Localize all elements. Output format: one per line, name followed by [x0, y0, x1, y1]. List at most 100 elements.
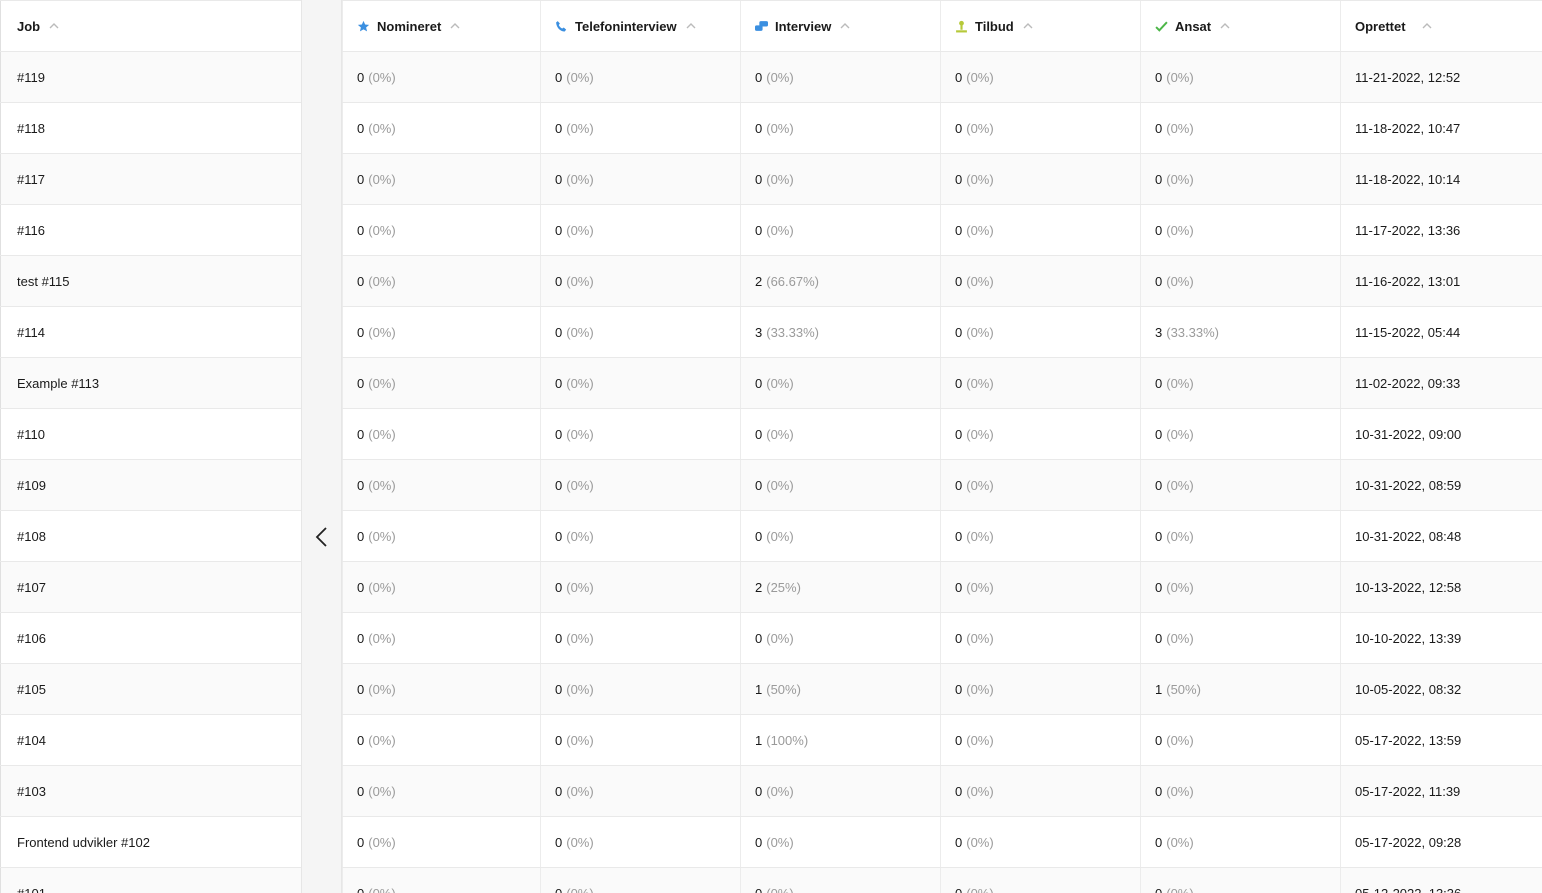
created-cell: 10-13-2022, 12:58 — [1340, 562, 1542, 612]
stage-cell: 0 (0%) — [940, 358, 1140, 408]
job-name[interactable]: #103 — [17, 783, 46, 799]
job-name[interactable]: #117 — [17, 171, 45, 187]
job-cell: #118 — [0, 103, 301, 153]
count: 0 — [1155, 630, 1163, 646]
collapse-button[interactable] — [314, 526, 330, 548]
job-name[interactable]: #106 — [17, 630, 46, 646]
count: 0 — [755, 630, 763, 646]
job-name[interactable]: #108 — [17, 528, 46, 544]
created-date: 05-12-2022, 13:36 — [1355, 885, 1462, 893]
table-row[interactable]: Example #113 0 (0%) 0 (0%) 0 (0%) 0 (0%) 0 (0%) 11-… — [0, 358, 1542, 409]
header-cell[interactable]: Oprettet — [1340, 1, 1542, 51]
stage-cell: 0 (0%) — [1140, 460, 1340, 510]
header-cell[interactable]: Telefoninterview — [540, 1, 740, 51]
stage-cell: 0 (0%) — [1140, 562, 1340, 612]
job-name[interactable]: #119 — [17, 69, 45, 85]
table-row[interactable]: #107 0 (0%) 0 (0%) 2 (25%) 0 (0%) 0 (0%) 10-13-2022… — [0, 562, 1542, 613]
table-row[interactable]: #116 0 (0%) 0 (0%) 0 (0%) 0 (0%) 0 (0%) 11-17-2022,… — [0, 205, 1542, 256]
count: 0 — [955, 579, 963, 595]
job-cell: #117 — [0, 154, 301, 204]
header-cell[interactable]: Tilbud — [940, 1, 1140, 51]
table-row[interactable]: #108 0 (0%) 0 (0%) 0 (0%) 0 (0%) 0 (0%) 10-31-2022,… — [0, 511, 1542, 562]
stage-cell: 0 (0%) — [940, 52, 1140, 102]
count: 3 — [1155, 324, 1163, 340]
stage-cell: 0 (0%) — [540, 868, 740, 893]
count: 0 — [555, 69, 563, 85]
percent: (0%) — [566, 222, 594, 238]
job-name[interactable]: Example #113 — [17, 375, 100, 391]
stage-cell: 0 (0%) — [342, 562, 540, 612]
count: 0 — [955, 171, 963, 187]
percent: (0%) — [566, 783, 594, 799]
count: 0 — [357, 69, 365, 85]
job-name[interactable]: test #115 — [17, 273, 70, 289]
percent: (0%) — [766, 477, 794, 493]
header-cell[interactable]: Interview — [740, 1, 940, 51]
table-row[interactable]: #101 0 (0%) 0 (0%) 0 (0%) 0 (0%) 0 (0%) 05-12-2022,… — [0, 868, 1542, 893]
count: 0 — [555, 732, 563, 748]
table-row[interactable]: #109 0 (0%) 0 (0%) 0 (0%) 0 (0%) 0 (0%) 10-31-2022,… — [0, 460, 1542, 511]
job-name[interactable]: #116 — [17, 222, 45, 238]
stage-cell: 0 (0%) — [740, 409, 940, 459]
job-name[interactable]: #118 — [17, 120, 45, 136]
stage-cell: 0 (0%) — [342, 52, 540, 102]
job-name[interactable]: #105 — [17, 681, 46, 697]
table-row[interactable]: #103 0 (0%) 0 (0%) 0 (0%) 0 (0%) 0 (0%) 05-17-2022,… — [0, 766, 1542, 817]
table-row[interactable]: #118 0 (0%) 0 (0%) 0 (0%) 0 (0%) 0 (0%) 11-18-2022,… — [0, 103, 1542, 154]
count: 0 — [1155, 375, 1163, 391]
table-row[interactable]: #104 0 (0%) 0 (0%) 1 (100%) 0 (0%) 0 (0%) 05-17-202… — [0, 715, 1542, 766]
percent: (0%) — [966, 681, 994, 697]
created-cell: 05-12-2022, 13:36 — [1340, 868, 1542, 893]
percent: (0%) — [566, 426, 594, 442]
table-row[interactable]: test #115 0 (0%) 0 (0%) 2 (66.67%) 0 (0%) 0 (0%) 11… — [0, 256, 1542, 307]
percent: (0%) — [966, 630, 994, 646]
table-row[interactable]: #119 0 (0%) 0 (0%) 0 (0%) 0 (0%) 0 (0%) 11-21-2022,… — [0, 52, 1542, 103]
job-name[interactable]: #114 — [17, 324, 45, 340]
count: 0 — [555, 426, 563, 442]
count: 0 — [555, 273, 563, 289]
job-name[interactable]: #107 — [17, 579, 46, 595]
stage-cell: 0 (0%) — [540, 664, 740, 714]
percent: (33.33%) — [1166, 324, 1219, 340]
percent: (0%) — [766, 885, 794, 893]
percent: (0%) — [966, 375, 994, 391]
percent: (0%) — [966, 69, 994, 85]
percent: (0%) — [368, 783, 396, 799]
job-name[interactable]: #109 — [17, 477, 46, 493]
header-cell[interactable]: Nomineret — [342, 1, 540, 51]
job-name[interactable]: #110 — [17, 426, 45, 442]
header-cell[interactable]: Job — [0, 1, 301, 51]
table-row[interactable]: #110 0 (0%) 0 (0%) 0 (0%) 0 (0%) 0 (0%) 10-31-2022,… — [0, 409, 1542, 460]
stage-cell: 0 (0%) — [940, 562, 1140, 612]
table-row[interactable]: #106 0 (0%) 0 (0%) 0 (0%) 0 (0%) 0 (0%) 10-10-2022,… — [0, 613, 1542, 664]
created-date: 05-17-2022, 13:59 — [1355, 732, 1462, 748]
percent: (0%) — [566, 732, 594, 748]
job-name[interactable]: #104 — [17, 732, 46, 748]
sort-arrow — [450, 23, 460, 29]
created-cell: 11-17-2022, 13:36 — [1340, 205, 1542, 255]
stage-cell: 0 (0%) — [342, 766, 540, 816]
percent: (0%) — [766, 69, 794, 85]
count: 0 — [955, 375, 963, 391]
table-row[interactable]: #114 0 (0%) 0 (0%) 3 (33.33%) 0 (0%) 3 (33.33%) 11-… — [0, 307, 1542, 358]
stage-cell: 0 (0%) — [740, 511, 940, 561]
created-cell: 05-17-2022, 09:28 — [1340, 817, 1542, 867]
created-date: 11-17-2022, 13:36 — [1355, 222, 1461, 238]
table-row[interactable]: Frontend udvikler #102 0 (0%) 0 (0%) 0 (0%) 0 (0… — [0, 817, 1542, 868]
count: 0 — [955, 885, 963, 893]
header-cell[interactable]: Ansat — [1140, 1, 1340, 51]
percent: (0%) — [766, 834, 794, 850]
stage-cell: 0 (0%) — [1140, 409, 1340, 459]
stage-cell: 0 (0%) — [740, 613, 940, 663]
table-row[interactable]: #105 0 (0%) 0 (0%) 1 (50%) 0 (0%) 1 (50%) 10-05-202… — [0, 664, 1542, 715]
percent: (0%) — [368, 732, 396, 748]
job-name[interactable]: Frontend udvikler #102 — [17, 834, 150, 850]
stage-cell: 0 (0%) — [540, 562, 740, 612]
stage-cell: 0 (0%) — [342, 715, 540, 765]
table-row[interactable]: #117 0 (0%) 0 (0%) 0 (0%) 0 (0%) 0 (0%) 11-18-2022,… — [0, 154, 1542, 205]
percent: (0%) — [1166, 120, 1194, 136]
job-name[interactable]: #101 — [17, 885, 46, 893]
stage-cell: 0 (0%) — [1140, 817, 1340, 867]
stage-cell: 1 (100%) — [740, 715, 940, 765]
created-date: 10-31-2022, 08:48 — [1355, 528, 1462, 544]
